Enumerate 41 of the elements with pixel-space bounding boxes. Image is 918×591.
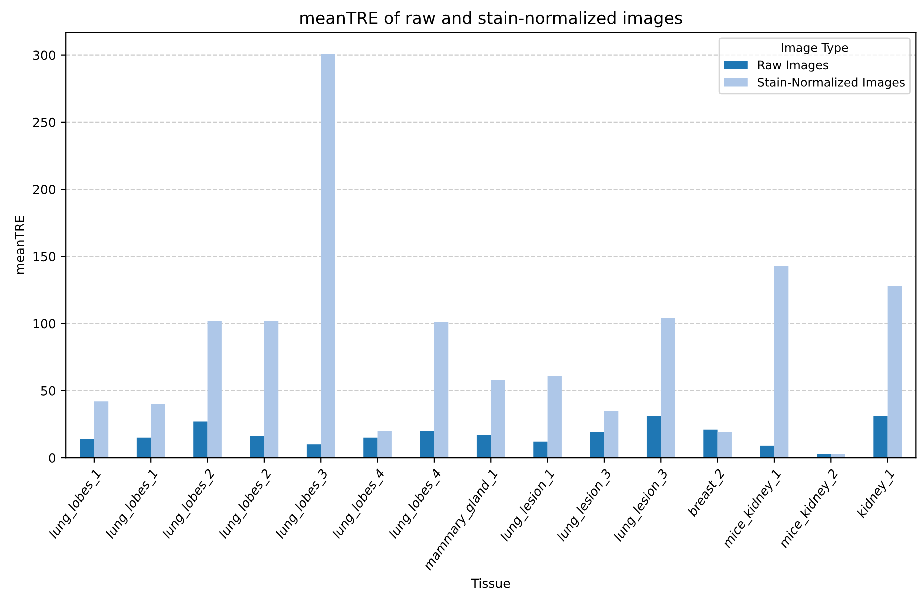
bar bbox=[250, 436, 264, 458]
bar bbox=[760, 446, 774, 458]
y-tick-label: 300 bbox=[33, 50, 56, 60]
y-tick-label: 50 bbox=[41, 386, 56, 396]
bar bbox=[194, 422, 208, 458]
bar bbox=[378, 431, 392, 458]
bar bbox=[264, 321, 279, 458]
y-tick-label: 0 bbox=[49, 453, 56, 463]
bar bbox=[136, 438, 152, 458]
y-tick-label: 100 bbox=[34, 319, 56, 329]
legend-label: Stain-Normalized Images bbox=[758, 78, 905, 90]
bar bbox=[590, 432, 604, 458]
bar bbox=[661, 318, 676, 458]
bar bbox=[888, 286, 902, 458]
bar bbox=[420, 431, 434, 458]
y-tick-label: 150 bbox=[34, 252, 56, 262]
bar bbox=[491, 380, 506, 458]
bar bbox=[434, 322, 449, 458]
bar bbox=[874, 416, 888, 458]
bar bbox=[321, 54, 336, 458]
legend-title: Image Type bbox=[782, 43, 848, 55]
y-axis-title: meanTRE bbox=[15, 216, 25, 274]
y-tick-label: 250 bbox=[33, 118, 56, 128]
chart-title: meanTRE of raw and stain-normalized images bbox=[300, 12, 682, 28]
bar bbox=[208, 321, 222, 458]
legend-label: Raw Images bbox=[758, 60, 828, 72]
bar bbox=[476, 435, 492, 458]
bar bbox=[94, 402, 109, 458]
bar bbox=[646, 416, 662, 458]
x-axis-title: Tissue bbox=[471, 578, 510, 588]
y-tick-label: 200 bbox=[33, 185, 56, 194]
bar bbox=[364, 438, 378, 458]
bar bbox=[548, 376, 562, 458]
bar bbox=[704, 430, 718, 458]
bar bbox=[306, 444, 322, 458]
bar bbox=[774, 266, 789, 458]
bar bbox=[718, 432, 732, 458]
bar bbox=[534, 442, 548, 458]
bar bbox=[604, 411, 619, 458]
bar bbox=[80, 439, 94, 458]
bar bbox=[151, 404, 166, 458]
